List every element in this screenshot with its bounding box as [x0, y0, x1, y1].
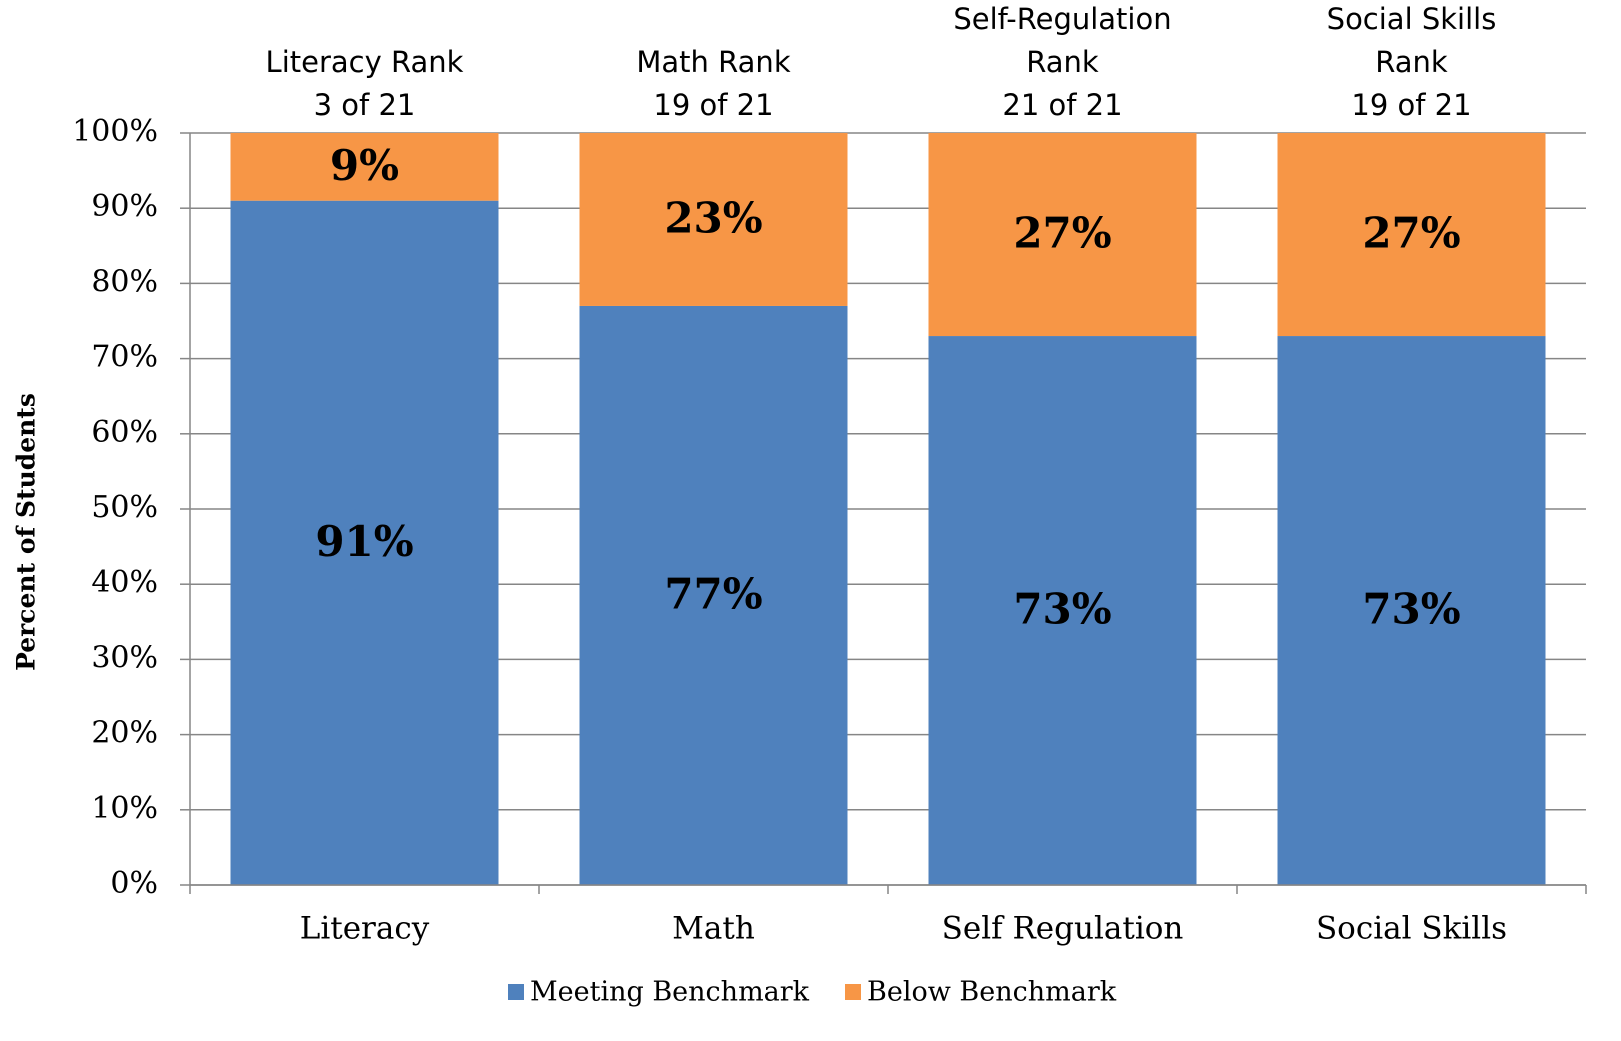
- y-tick-label: 100%: [72, 114, 158, 149]
- x-tick-label: Self Regulation: [942, 911, 1184, 947]
- y-tick-label: 30%: [91, 640, 158, 675]
- rank-annotation: Math Rank: [636, 45, 790, 79]
- rank-annotation: Literacy Rank: [266, 45, 464, 79]
- y-tick-label: 20%: [91, 716, 158, 751]
- rank-annotation: 19 of 21: [653, 88, 773, 122]
- y-tick-label: 0%: [110, 866, 158, 901]
- legend-swatch: [508, 984, 524, 1000]
- data-label: 73%: [1362, 585, 1460, 634]
- y-tick-label: 40%: [91, 565, 158, 600]
- legend-swatch: [845, 984, 861, 1000]
- rank-annotation: Rank: [1026, 45, 1099, 79]
- data-label: 9%: [330, 141, 399, 190]
- data-label: 73%: [1013, 585, 1111, 634]
- rank-annotation: 3 of 21: [314, 88, 416, 122]
- data-label: 77%: [664, 569, 762, 618]
- data-label: 27%: [1013, 209, 1111, 258]
- bar-segment: [928, 133, 1197, 337]
- rank-annotation: Social Skills: [1327, 2, 1497, 36]
- bar-segment: [230, 200, 499, 885]
- bar-segment: [579, 133, 848, 306]
- y-tick-label: 60%: [91, 415, 158, 450]
- x-tick-label: Math: [672, 911, 755, 947]
- bar-segment: [1277, 133, 1546, 337]
- legend-label: Meeting Benchmark: [530, 977, 810, 1008]
- rank-annotation: Self-Regulation: [953, 2, 1171, 36]
- y-tick-label: 90%: [91, 189, 158, 224]
- bar-segment: [1277, 336, 1546, 885]
- x-tick-label: Social Skills: [1316, 911, 1507, 947]
- rank-annotation: 19 of 21: [1351, 88, 1471, 122]
- y-tick-label: 50%: [91, 490, 158, 525]
- data-label: 27%: [1362, 209, 1460, 258]
- bar-segment: [579, 305, 848, 886]
- legend-label: Below Benchmark: [867, 977, 1117, 1008]
- rank-annotation: Rank: [1375, 45, 1448, 79]
- y-tick-label: 10%: [91, 791, 158, 826]
- data-label: 91%: [315, 517, 413, 566]
- y-tick-label: 70%: [91, 340, 158, 375]
- data-label: 23%: [664, 193, 762, 242]
- rank-annotation: 21 of 21: [1002, 88, 1122, 122]
- x-tick-label: Literacy: [300, 911, 430, 947]
- y-axis-title: Percent of Students: [12, 393, 41, 671]
- y-tick-label: 80%: [91, 264, 158, 299]
- bar-segment: [928, 336, 1197, 885]
- bar-segment: [230, 133, 499, 201]
